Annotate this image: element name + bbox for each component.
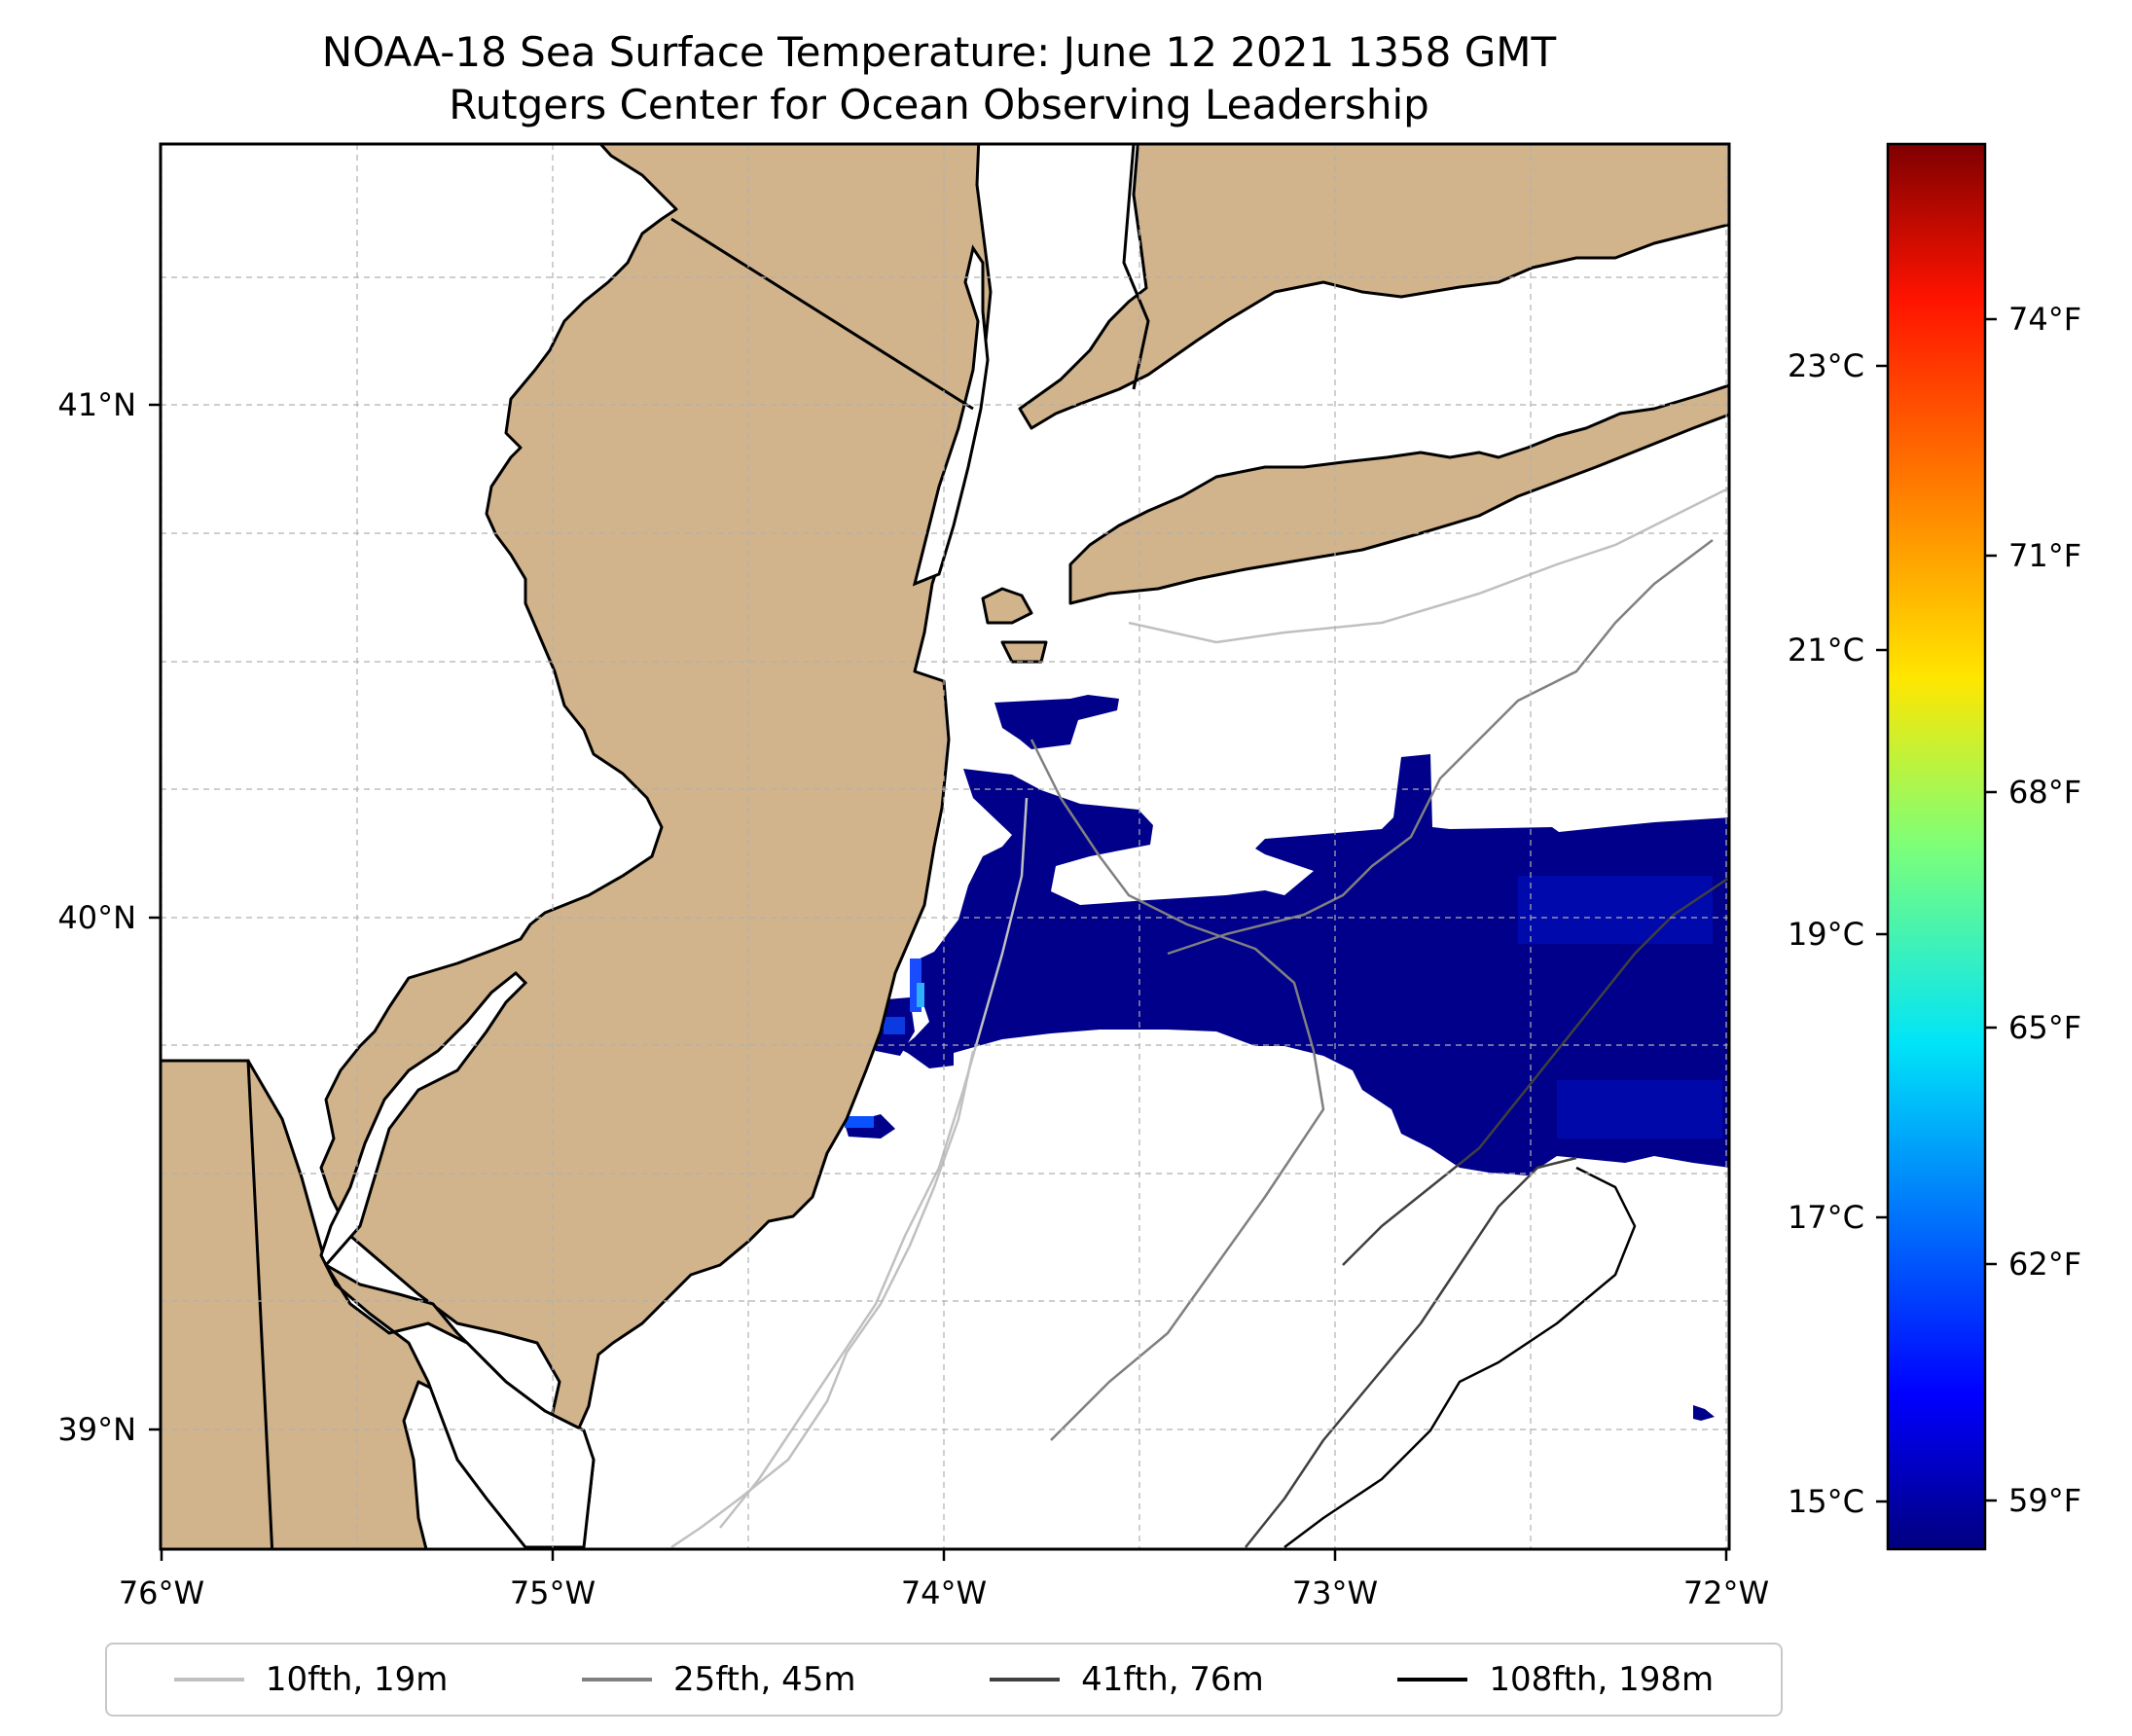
colorbar-fahrenheit-label: 59°F: [2008, 1482, 2081, 1519]
colorbar-celsius-label: 17°C: [1788, 1199, 1864, 1236]
lon-label: 74°W: [901, 1574, 987, 1611]
colorbar-fahrenheit-label: 68°F: [2008, 774, 2081, 811]
map-title: NOAA-18 Sea Surface Temperature: June 12…: [321, 28, 1557, 76]
legend-item: 25fth, 45m: [582, 1660, 856, 1699]
colorbar-celsius-label: 15°C: [1788, 1483, 1864, 1520]
legend-item: 10fth, 19m: [173, 1660, 449, 1699]
legend-swatch: [1397, 1678, 1468, 1682]
legend-label: 41fth, 76m: [1081, 1660, 1264, 1699]
delaware-bay: [324, 1264, 596, 1549]
legend-label: 25fth, 45m: [673, 1660, 856, 1699]
hudson-river: [912, 244, 990, 587]
colorbar-fahrenheit-label: 74°F: [2008, 301, 2081, 338]
colorbar-fahrenheit-label: 62°F: [2008, 1246, 2081, 1283]
legend-swatch: [582, 1678, 652, 1682]
state-borders: [161, 144, 1150, 1549]
lat-label: 41°N: [57, 386, 136, 423]
axis-ticks: [149, 403, 1728, 1561]
lon-label: 76°W: [119, 1574, 204, 1611]
colorbar-fahrenheit-label: 71°F: [2008, 537, 2081, 574]
colorbar-celsius-label: 19°C: [1788, 916, 1864, 953]
delaware-river: [319, 970, 528, 1268]
legend-label: 108fth, 198m: [1489, 1660, 1715, 1699]
colorbar: [1886, 142, 1987, 1551]
colorbar-ticks: [1876, 317, 1997, 1503]
legend-label: 10fth, 19m: [265, 1660, 449, 1699]
lat-label: 40°N: [57, 899, 136, 936]
colorbar-celsius-label: 21°C: [1788, 632, 1864, 669]
lon-label: 72°W: [1683, 1574, 1769, 1611]
legend-swatch: [990, 1678, 1061, 1682]
lon-label: 73°W: [1292, 1574, 1378, 1611]
colorbar-fahrenheit-label: 65°F: [2008, 1009, 2081, 1046]
lat-label: 39°N: [57, 1411, 136, 1448]
lon-label: 75°W: [510, 1574, 596, 1611]
isobaths: [670, 487, 1729, 1549]
map-subtitle: Rutgers Center for Ocean Observing Leade…: [449, 81, 1429, 128]
colorbar-celsius-label: 23°C: [1788, 347, 1864, 384]
legend-item: 108fth, 198m: [1397, 1660, 1714, 1699]
legend-swatch: [173, 1678, 244, 1682]
isobath-legend: 10fth, 19m 25fth, 45m 41fth, 76m 108fth,…: [105, 1643, 1783, 1717]
legend-item: 41fth, 76m: [990, 1660, 1264, 1699]
